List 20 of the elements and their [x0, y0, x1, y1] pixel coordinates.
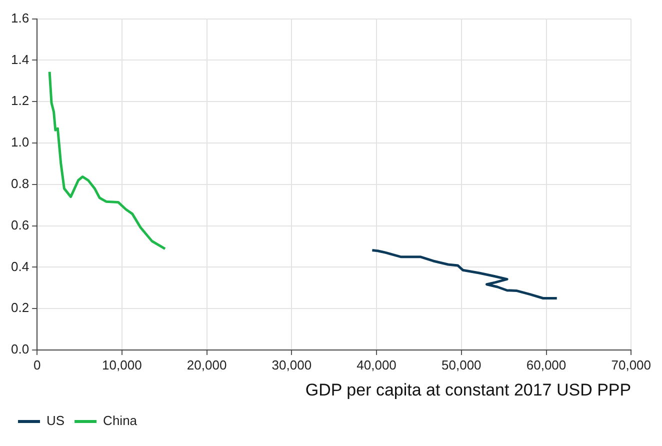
y-tick-label: 1.0: [10, 134, 30, 150]
legend-label: US: [46, 413, 65, 428]
y-tick-label: 1.6: [10, 10, 30, 26]
y-tick-label: 1.2: [10, 93, 30, 108]
x-tick-label: 10,000: [102, 357, 142, 372]
y-tick-label: 1.4: [10, 52, 30, 67]
x-tick-label: 50,000: [442, 357, 482, 372]
y-tick-label: 0.6: [10, 217, 30, 232]
x-tick-label: 30,000: [272, 357, 312, 372]
y-tick-label: 0.4: [10, 258, 30, 274]
y-tick-label: 0.8: [10, 176, 30, 191]
y-tick-label: 0.0: [10, 342, 30, 357]
x-tick-label: 0: [33, 357, 41, 372]
x-tick-label: 20,000: [186, 357, 227, 372]
x-tick-label: 70,000: [611, 357, 651, 372]
y-tick-label: 0.2: [10, 300, 30, 316]
x-axis-title: GDP per capita at constant 2017 USD PPP: [305, 380, 632, 400]
x-tick-label: 60,000: [526, 357, 566, 372]
x-tick-label: 40,000: [356, 357, 396, 372]
legend-label: China: [103, 413, 138, 428]
